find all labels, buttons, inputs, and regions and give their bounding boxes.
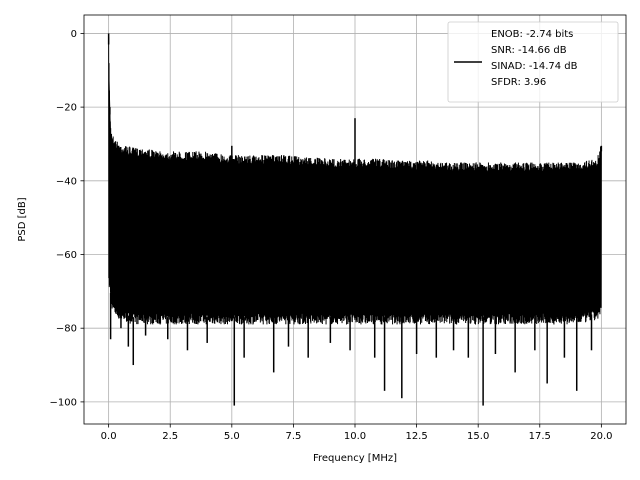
x-tick-label: 15.0 <box>467 431 489 442</box>
x-axis: 0.0 2.5 5.0 7.5 10.0 12.5 15.0 17.5 20.0 <box>101 424 612 442</box>
y-tick-label: −80 <box>56 324 77 335</box>
x-axis-title: Frequency [MHz] <box>313 453 397 464</box>
legend-entry-enob: ENOB: -2.74 bits <box>491 29 573 40</box>
legend: ENOB: -2.74 bits SNR: -14.66 dB SINAD: -… <box>447 21 619 103</box>
x-tick-label: 0.0 <box>101 431 117 442</box>
x-tick-label: 20.0 <box>590 431 612 442</box>
x-tick-label: 12.5 <box>405 431 427 442</box>
x-tick-label: 2.5 <box>162 431 178 442</box>
y-axis-title: PSD [dB] <box>17 197 28 241</box>
y-tick-label: −60 <box>56 250 77 261</box>
x-tick-label: 10.0 <box>344 431 366 442</box>
psd-trace <box>108 37 602 325</box>
x-tick-label: 17.5 <box>529 431 551 442</box>
legend-entry-sfdr: SFDR: 3.96 <box>491 77 546 88</box>
x-tick-label: 5.0 <box>224 431 240 442</box>
legend-box <box>447 21 619 103</box>
legend-entry-snr: SNR: -14.66 dB <box>491 45 567 56</box>
y-axis: 0 −20 −40 −60 −80 −100 <box>50 29 84 408</box>
y-tick-label: 0 <box>71 29 77 40</box>
series-psd <box>107 33 603 406</box>
legend-entry-sinad: SINAD: -14.74 dB <box>491 61 578 72</box>
x-tick-label: 7.5 <box>285 431 301 442</box>
y-tick-label: −100 <box>50 397 77 408</box>
y-tick-label: −40 <box>56 176 77 187</box>
y-tick-label: −20 <box>56 103 77 114</box>
